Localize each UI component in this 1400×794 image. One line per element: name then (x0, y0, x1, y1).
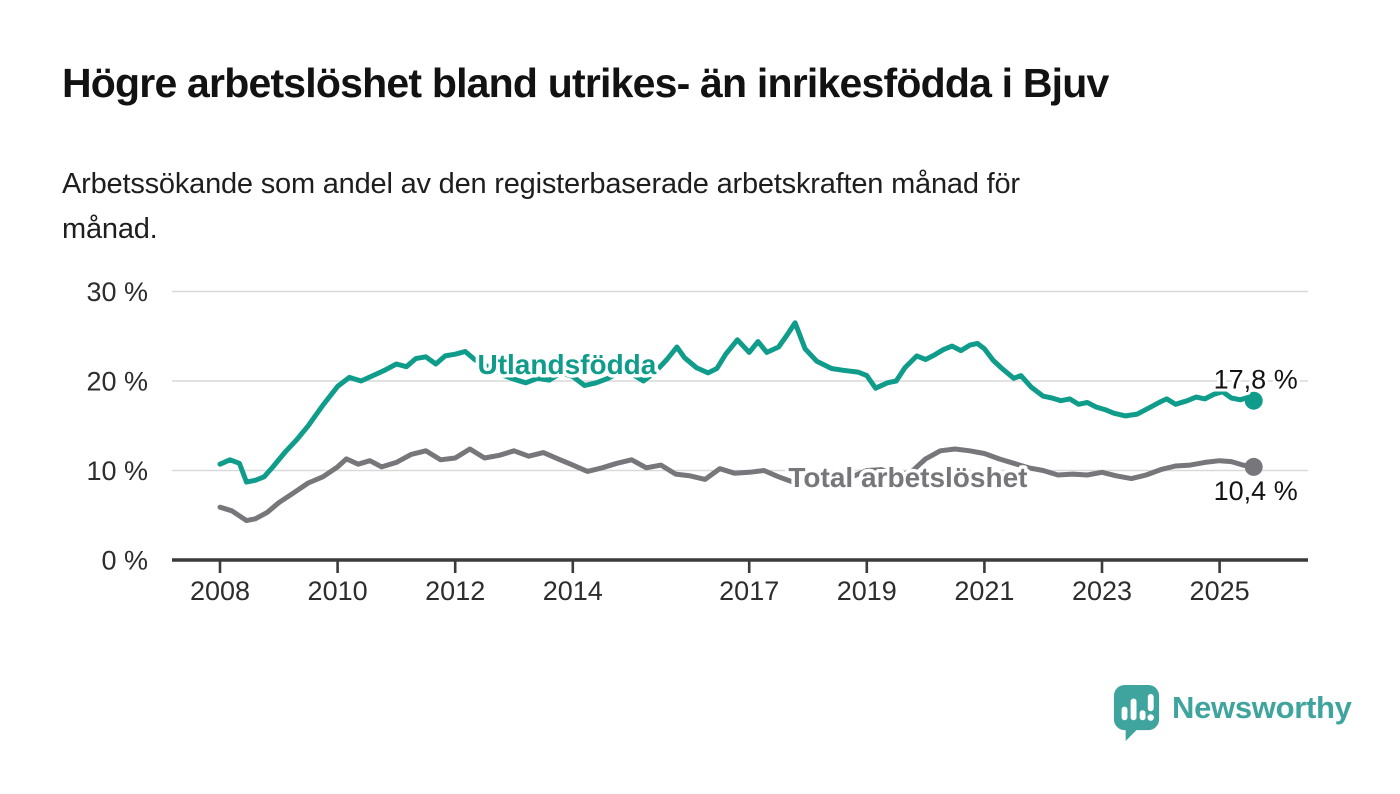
chart-subtitle: Arbetssökande som andel av den registerb… (62, 162, 1020, 252)
chart-subtitle-line-1: Arbetssökande som andel av den registerb… (62, 168, 1020, 200)
x-tick-label: 2023 (1072, 576, 1132, 606)
line-chart: 0 % 10 % 20 % 30 % 2008 2010 2012 2014 2017 2019 2… (60, 268, 1340, 618)
series-line-utlandsf-dda (217, 320, 1257, 485)
x-tick-label: 2019 (837, 576, 897, 606)
x-tick-label: 2014 (543, 576, 603, 606)
y-tick-label: 20 % (86, 367, 148, 397)
x-tick-label: 2012 (425, 576, 485, 606)
newsworthy-logo-icon (1113, 684, 1160, 742)
y-tick-label: 30 % (86, 277, 148, 307)
series-end-dot (1244, 457, 1263, 476)
y-tick-label: 10 % (86, 456, 148, 486)
line-chart-svg: 0 % 10 % 20 % 30 % 2008 2010 2012 2014 2017 2019 2… (86, 277, 1308, 606)
x-tick-label: 2010 (308, 576, 368, 606)
x-tick-label: 2021 (954, 576, 1014, 606)
chart-title: Högre arbetslöshet bland utrikes- än inr… (62, 60, 1109, 106)
series-end-value-label: 17,8 % (1214, 365, 1298, 395)
x-tick-label: 2008 (190, 576, 250, 606)
newsworthy-logo-text: Newsworthy (1172, 690, 1352, 725)
newsworthy-brand: Newsworthy (1113, 684, 1352, 742)
y-tick-label: 0 % (101, 546, 148, 576)
series-label: Utlandsfödda (477, 349, 656, 380)
x-tick-label: 2017 (719, 576, 779, 606)
series-end-value-label: 10,4 % (1214, 476, 1298, 506)
series-end-dot (1244, 391, 1263, 410)
x-tick-label: 2025 (1190, 576, 1250, 606)
chart-subtitle-line-2: månad. (62, 213, 158, 245)
series-line-total-arbetsl-shet (217, 446, 1257, 524)
series-label: Total arbetslöshet (788, 462, 1027, 493)
